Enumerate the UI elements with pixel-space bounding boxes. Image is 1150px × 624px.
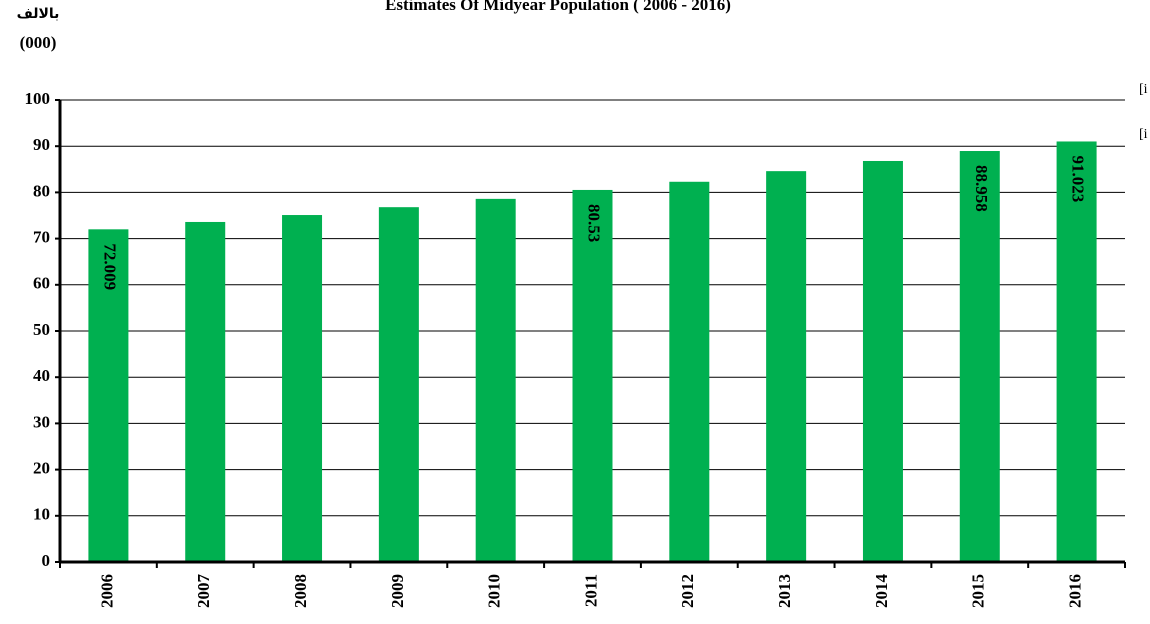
x-tick-label: 2012 <box>678 574 697 608</box>
y-tick-label: 20 <box>33 459 50 478</box>
x-tick-label: 2008 <box>291 574 310 608</box>
y-tick-label: 10 <box>33 505 50 524</box>
x-tick-label: 2009 <box>388 574 407 608</box>
bar <box>378 207 419 562</box>
data-label: 72.009 <box>101 243 120 290</box>
chart-title: Estimates Of Midyear Population ( 2006 -… <box>385 0 731 14</box>
x-tick-label: 2006 <box>97 574 116 608</box>
y-tick-label: 50 <box>33 320 50 339</box>
y-axis-label: بالالف <box>17 6 60 22</box>
data-label: 91.023 <box>1069 155 1088 202</box>
y-tick-label: 80 <box>33 181 50 200</box>
x-tick-label: 2011 <box>581 574 600 607</box>
bar <box>669 181 710 563</box>
x-tick-label: 2016 <box>1065 574 1084 608</box>
y-tick-label: 90 <box>33 135 50 154</box>
annotation: [i <box>1139 82 1148 97</box>
x-tick-label: 2007 <box>194 574 213 609</box>
x-tick-label: 2013 <box>775 574 794 608</box>
bar <box>862 160 903 562</box>
bar <box>282 215 323 562</box>
data-label: 88.958 <box>972 165 991 212</box>
bar <box>1056 141 1097 562</box>
y-tick-label: 70 <box>33 228 50 247</box>
bar <box>88 229 129 562</box>
y-tick-label: 30 <box>33 412 50 431</box>
annotation: [i <box>1139 127 1148 142</box>
bar <box>959 151 1000 562</box>
y-tick-label: 40 <box>33 366 50 385</box>
bar <box>572 189 613 562</box>
x-tick-label: 2010 <box>485 574 504 608</box>
bar <box>475 198 516 563</box>
y-tick-label: 0 <box>42 551 51 570</box>
bar <box>185 221 226 562</box>
y-tick-label: 60 <box>33 274 50 293</box>
data-label: 80.53 <box>585 204 604 242</box>
x-tick-label: 2015 <box>969 574 988 608</box>
bar <box>766 171 807 562</box>
y-axis-label: (000) <box>20 33 57 52</box>
y-tick-label: 100 <box>25 89 51 108</box>
x-tick-label: 2014 <box>872 574 891 609</box>
